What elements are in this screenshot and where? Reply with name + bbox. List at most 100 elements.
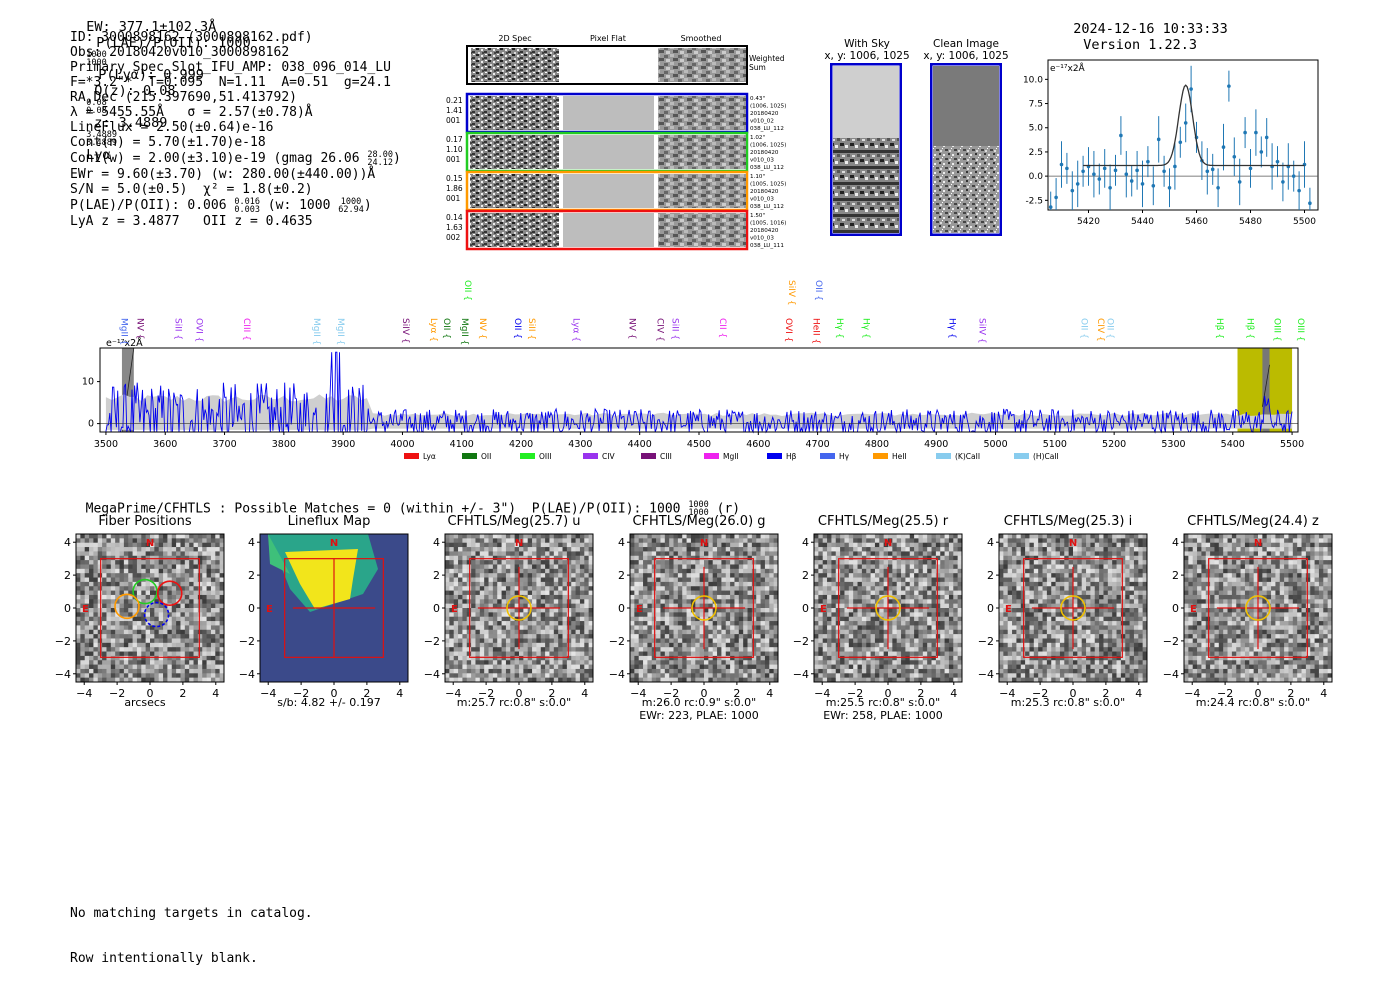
svg-text:OII {: OII { <box>1105 318 1115 339</box>
spectral-line-label: OII { <box>1105 318 1115 339</box>
timestamp-version: 2024-12-16 10:33:33 Version 1.22.3 <box>1057 5 1228 53</box>
fiber-row-right-label: 038_LU_112 <box>750 165 784 171</box>
svg-text:Hγ {: Hγ { <box>860 318 870 339</box>
fiber-row-right-label: 038_LU_112 <box>750 204 784 210</box>
fit-ytick-label: 2.5 <box>1029 148 1043 158</box>
info-redshifts: LyA z = 3.4877 OII z = 0.4635 <box>70 214 450 229</box>
svg-text:OII {: OII { <box>1079 318 1089 339</box>
svg-text:MgII {: MgII { <box>459 318 469 345</box>
legend-item: (K)CaII <box>936 452 980 461</box>
spectrum-xtick-label: 3800 <box>272 439 296 450</box>
cutout-caption: arcsecs <box>50 696 240 709</box>
info-lineflux: LineFlux = 2.50(±0.64)e-16 <box>70 120 450 135</box>
north-marker: N <box>700 538 708 549</box>
fit-xtick-label: 5440 <box>1131 217 1154 227</box>
cutout-ytick-label: 0 <box>618 602 625 615</box>
cutout-ytick-label: 4 <box>1172 536 1179 549</box>
svg-text:SiIV {: SiIV { <box>400 318 410 344</box>
legend-item: Hβ <box>767 452 797 461</box>
fiber-2d-image <box>470 174 559 208</box>
fiber-row-left-label: 001 <box>446 194 461 203</box>
svg-text:(K)CaII: (K)CaII <box>955 452 980 461</box>
spectral-line-label: OII { <box>441 318 451 339</box>
spectral-line-label: Hγ { <box>860 318 870 339</box>
spectral-line-label: OVI { <box>194 318 204 342</box>
svg-text:NV {: NV { <box>134 318 144 339</box>
svg-text:OII {: OII { <box>441 318 451 339</box>
fiber-row-right-label: (1006, 1025) <box>750 143 786 149</box>
spectrum-xtick-label: 4500 <box>687 439 711 450</box>
svg-text:OVI {: OVI { <box>783 318 793 342</box>
fiber-smoothed-image <box>658 135 746 169</box>
svg-text:Hβ {: Hβ { <box>1214 318 1224 339</box>
spectral-line-label: HeII { <box>810 318 820 344</box>
clean-image <box>930 63 1002 236</box>
fiber-smoothed-image <box>658 174 746 208</box>
fit-xtick-label: 5500 <box>1293 217 1316 227</box>
cutout-caption: m:24.4 rc:0.8" s:0.0" <box>1158 696 1348 709</box>
legend-item: Hγ <box>820 452 850 461</box>
cutout-caption: m:25.3 rc:0.8" s:0.0" <box>973 696 1163 709</box>
cutout-ytick-label: 0 <box>1172 602 1179 615</box>
spectral-line-label: OII { <box>1079 318 1089 339</box>
cutout-ytick-label: 0 <box>802 602 809 615</box>
fiber-row-right-label: v010_02 <box>750 119 774 125</box>
spectrum-xtick-label: 5200 <box>1102 439 1126 450</box>
fit-xtick-label: 5480 <box>1239 217 1262 227</box>
svg-text:Hγ: Hγ <box>839 452 850 461</box>
cutout-title: CFHTLS/Meg(25.3) i <box>973 514 1163 529</box>
cutout-ytick-label: 2 <box>64 569 71 582</box>
cutout-ytick-label: 2 <box>987 569 994 582</box>
svg-text:OII: OII <box>481 452 491 461</box>
legend-item: CIV <box>583 452 615 461</box>
fiber-row-left-label: 0.14 <box>446 213 463 222</box>
spectrum-xtick-label: 3500 <box>94 439 118 450</box>
north-marker: N <box>146 538 154 549</box>
svg-text:OII {: OII { <box>512 318 522 339</box>
spectral-line-label: CIV { <box>1095 318 1105 342</box>
cutout-ytick-label: 0 <box>433 602 440 615</box>
spectrum-xtick-label: 4100 <box>450 439 474 450</box>
svg-text:CIII: CIII <box>660 452 672 461</box>
cutout-ytick-label: −2 <box>55 635 71 648</box>
svg-text:OII {: OII { <box>462 280 472 301</box>
north-marker: N <box>1254 538 1262 549</box>
legend-item: (H)CaII <box>1014 452 1059 461</box>
fiber-row-right-label: v010_03 <box>750 197 774 203</box>
cutout-ytick-label: 4 <box>802 536 809 549</box>
cutout-ytick-label: 0 <box>248 602 255 615</box>
cutout-ytick-label: −4 <box>1163 668 1179 681</box>
spectral-line-label: SiIV { <box>977 318 987 344</box>
fiber-row-right-label: 20180420 <box>750 228 779 234</box>
spectral-line-label: SiIV { <box>786 280 796 306</box>
cutout-ytick-label: −4 <box>793 668 809 681</box>
info-radec: RA,Dec (215.397690,51.413792) <box>70 90 450 105</box>
spectral-line-label: NV { <box>134 318 144 339</box>
fiber-row-right-label: v010_03 <box>750 236 774 242</box>
fit-axes-frame <box>1048 60 1318 210</box>
spectral-line-label: Lyα { <box>428 318 438 342</box>
spectral-line-label: OVI { <box>783 318 793 342</box>
cutout-ytick-label: 2 <box>802 569 809 582</box>
fiber-row-left-label: 001 <box>446 116 461 125</box>
fit-ytick-label: 0.0 <box>1029 172 1044 182</box>
fiber-flat-image <box>563 96 654 130</box>
fit-ytick-label: 7.5 <box>1029 100 1043 110</box>
info-id: ID: 3000898162 (3000898162.pdf) <box>70 30 450 45</box>
east-marker: E <box>636 604 643 615</box>
spectrum-xtick-label: 5500 <box>1280 439 1304 450</box>
spectrum-ytick-label: 10 <box>82 377 94 388</box>
cutout-ytick-label: 4 <box>618 536 625 549</box>
east-marker: E <box>82 604 89 615</box>
spectral-line-label: OII { <box>512 318 522 339</box>
fiber-smoothed-image <box>658 96 746 130</box>
svg-text:CIV: CIV <box>602 452 615 461</box>
spectrum-xtick-label: 4200 <box>509 439 533 450</box>
fiber-row-left-label: 1.86 <box>446 184 463 193</box>
svg-text:CIV {: CIV { <box>655 318 665 342</box>
svg-text:Lyα {: Lyα { <box>570 318 580 342</box>
